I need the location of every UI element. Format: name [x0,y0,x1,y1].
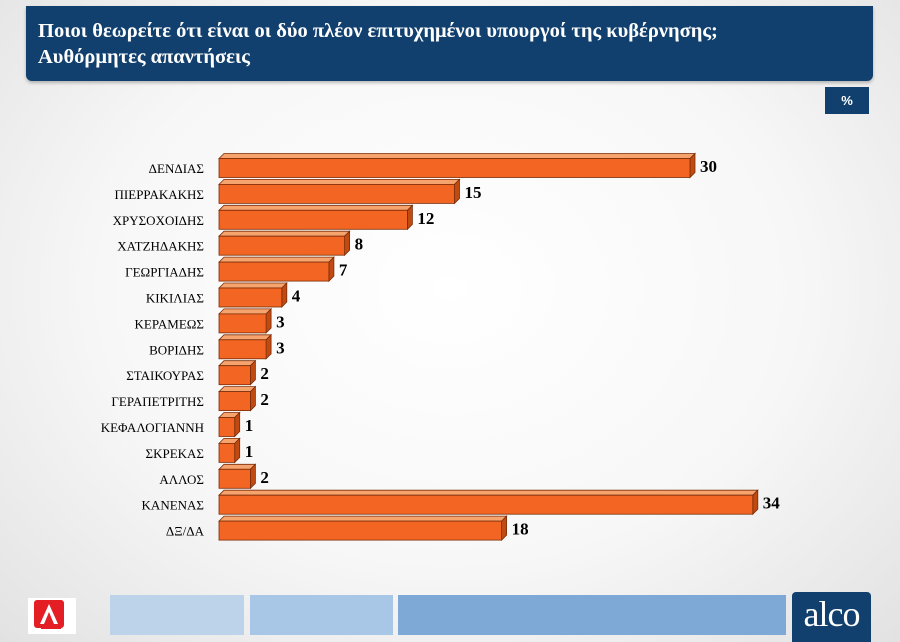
title-banner: Ποιοι θεωρείτε ότι είναι οι δύο πλέον επ… [26,6,873,81]
bar [218,365,251,386]
bar-top-face [218,256,335,263]
bar [218,183,455,204]
category-label: ΚΑΝΕΝΑΣ [142,498,204,513]
bar-group: ΓΕΡΑΠΕΤΡΙΤΗΣ 2 [111,385,269,412]
bar-top-face [218,308,273,315]
footer-panel-3 [398,595,786,635]
chart-title-line-2: Αυθόρμητες απαντήσεις [38,46,250,68]
bar-group: ΧΡΥΣΟΧΟΙΔΗΣ 12 [113,204,434,231]
bar-group: ΠΙΕΡΡΑΚΑΚΗΣ 15 [115,178,482,205]
bar-group: ΣΚΡΕΚΑΣ 1 [146,437,254,464]
value-label: 2 [260,364,269,383]
bar [218,442,236,463]
bar [218,468,251,489]
alpha-news-logo-icon [28,598,76,634]
bar [218,158,691,178]
bar-top-face [218,334,273,341]
bar-top-face [218,360,257,367]
bar-top-face [218,230,351,237]
bar [218,261,330,282]
value-label: 4 [292,287,301,306]
footer-panel-2 [250,595,393,635]
value-label: 1 [245,416,254,435]
bar-group: ΣΤΑΙΚΟΥΡΑΣ 2 [126,359,269,386]
category-label: ΚΕΦΑΛΟΓΙΑΝΝΗ [101,420,204,435]
category-label: ΓΕΩΡΓΙΑΔΗΣ [125,265,204,280]
value-label: 2 [260,390,269,409]
bar-top-face [218,282,288,289]
value-label: 3 [276,312,285,331]
bar [218,235,345,256]
bar-group: ΔΞ/ΔΑ 18 [166,515,529,542]
bar [218,494,754,515]
category-label: ΠΙΕΡΡΑΚΑΚΗΣ [115,187,204,202]
bar-top-face [218,489,759,496]
bar-group: ΒΟΡΙΔΗΣ 3 [149,333,285,360]
bar-group: ΚΕΦΑΛΟΓΙΑΝΝΗ 1 [101,411,254,438]
category-label: ΣΚΡΕΚΑΣ [146,446,204,461]
value-label: 30 [700,157,717,176]
bar-top-face [218,463,257,470]
bar-top-face [218,153,696,159]
category-label: ΧΑΤΖΗΔΑΚΗΣ [117,239,204,254]
bar-group: ΓΕΩΡΓΙΑΔΗΣ 7 [125,256,348,283]
footer-panel-1 [110,595,244,635]
bar-top-face [218,204,414,211]
chart-title-line-1: Ποιοι θεωρείτε ότι είναι οι δύο πλέον επ… [38,20,718,42]
bar [218,339,267,360]
value-label: 15 [465,183,482,202]
bar [218,417,236,437]
value-label: 3 [276,338,285,357]
bar-group: ΚΕΡΑΜΕΩΣ 3 [135,307,285,334]
bar-top-face [218,515,508,522]
value-label: 12 [417,209,434,228]
value-label: 8 [355,235,364,254]
bar-top-face [218,386,257,393]
category-label: ΚΙΚΙΛΙΑΣ [146,291,204,306]
category-label: ΔΞ/ΔΑ [166,524,205,539]
alco-logo: alco [792,592,871,642]
category-label: ΓΕΡΑΠΕΤΡΙΤΗΣ [111,394,204,409]
value-label: 18 [512,520,529,539]
alco-logo-text: alco [803,594,861,634]
category-label: ΧΡΥΣΟΧΟΙΔΗΣ [113,213,204,228]
bar [218,209,408,230]
category-label: ΚΕΡΑΜΕΩΣ [135,316,205,331]
bar [218,520,503,541]
value-label: 34 [763,494,781,513]
category-label: ΒΟΡΙΔΗΣ [149,342,204,357]
bar [218,313,267,334]
value-label: 1 [245,442,254,461]
unit-badge: % [825,87,869,114]
category-label: ΣΤΑΙΚΟΥΡΑΣ [126,368,204,383]
bar-group: ΧΑΤΖΗΔΑΚΗΣ 8 [117,230,364,257]
value-label: 2 [260,468,269,487]
bar [218,391,251,412]
bar-group: ΔΕΝΔΙΑΣ 30 [149,152,717,179]
bar-group: ΚΑΝΕΝΑΣ 34 [142,489,781,516]
category-label: ΔΕΝΔΙΑΣ [149,161,204,176]
bar-group: ΑΛΛΟΣ 2 [159,463,269,490]
bar-group: ΚΙΚΙΛΙΑΣ 4 [146,282,301,308]
bar-top-face [218,178,461,185]
bar [218,287,283,308]
value-label: 7 [339,261,348,280]
category-label: ΑΛΛΟΣ [159,472,204,487]
